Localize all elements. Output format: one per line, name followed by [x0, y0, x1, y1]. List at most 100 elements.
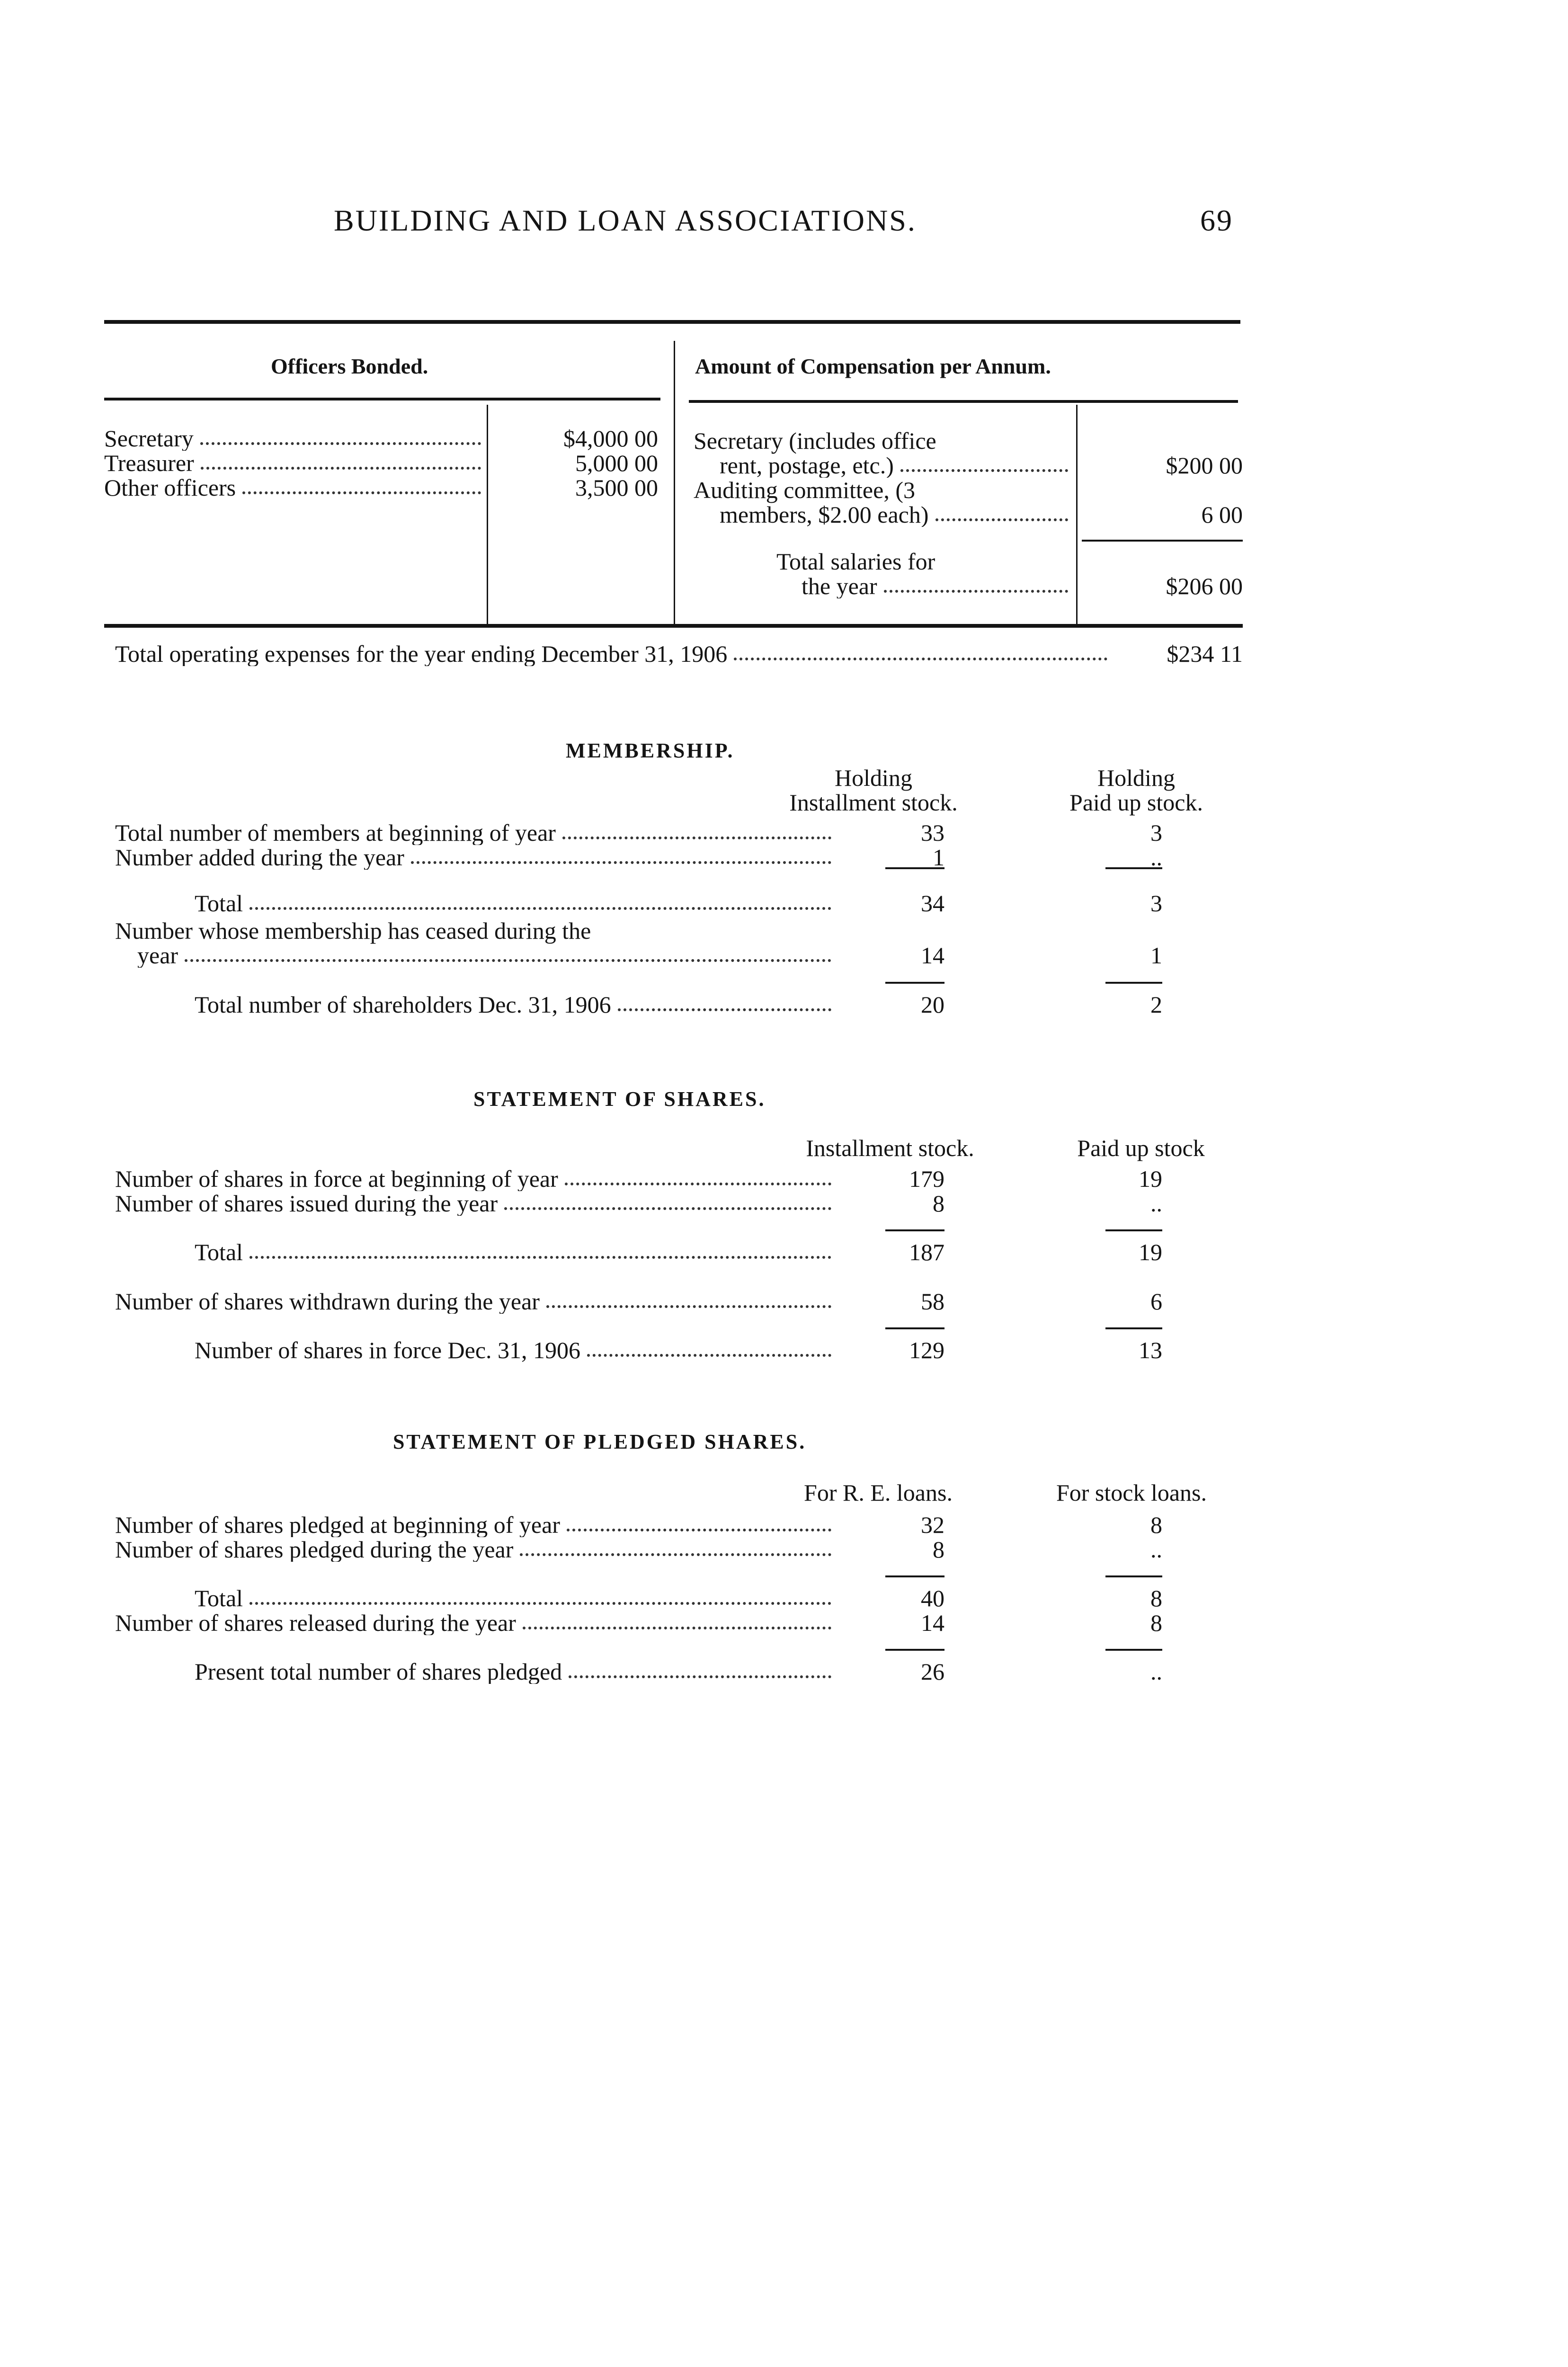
value-col1: 40	[921, 1585, 944, 1611]
row-label: Number of shares released during the yea…	[115, 1611, 516, 1635]
value-col2: 8	[1150, 1610, 1162, 1636]
value-col2: 8	[1150, 1585, 1162, 1611]
column-header: Holding	[835, 765, 912, 791]
value-col1: 20	[921, 991, 944, 1018]
row-label: Number added during the year	[115, 845, 404, 870]
value-col2: ..	[1150, 1658, 1162, 1685]
value-col1: 14	[921, 1610, 944, 1636]
row-label: Number of shares in force Dec. 31, 1906	[195, 1338, 581, 1362]
value-col1: 58	[921, 1288, 944, 1315]
table-row: Total	[195, 1586, 833, 1611]
column-header: Installment stock.	[806, 1135, 974, 1161]
row-label: Total	[195, 1586, 243, 1611]
total-salaries-line1: Total salaries for	[776, 548, 935, 575]
column-header: Paid up stock.	[1069, 789, 1203, 816]
table-row: Total	[195, 1240, 833, 1264]
compensation-secretary-line1: Secretary (includes office	[694, 427, 936, 454]
row-label: Total number of shareholders Dec. 31, 19…	[195, 992, 611, 1017]
section-title: STATEMENT OF SHARES.	[473, 1087, 766, 1111]
row-label: Total	[195, 1240, 243, 1264]
table-row: Total number of members at beginning of …	[115, 820, 833, 845]
value-col1: 26	[921, 1658, 944, 1685]
amount-divider-right	[1076, 405, 1078, 627]
table-row: Number of shares in force at beginning o…	[115, 1166, 833, 1191]
table-row: Number added during the year	[115, 845, 833, 870]
table-row: Total	[195, 891, 833, 916]
running-head: BUILDING AND LOAN ASSOCIATIONS.	[334, 204, 917, 237]
bonded-row-other: Other officers	[104, 475, 483, 500]
total-rule-col1	[885, 1327, 944, 1329]
value-col1: 187	[909, 1239, 944, 1265]
compensation-label: members, $2.00 each)	[720, 502, 929, 527]
value-col2: ..	[1150, 844, 1162, 871]
table-row: Number of shares pledged at beginning of…	[115, 1513, 833, 1537]
value-col2: 3	[1150, 819, 1162, 846]
compensation-label: rent, postage, etc.)	[720, 453, 894, 478]
header-officers-bonded: Officers Bonded.	[271, 354, 428, 378]
value-col1: 8	[933, 1536, 944, 1563]
column-header: For R. E. loans.	[804, 1479, 953, 1506]
table-top-rule	[104, 320, 1240, 324]
value-col1: 34	[921, 890, 944, 917]
total-rule-col1	[885, 1229, 944, 1231]
total-rule-col1	[885, 867, 944, 869]
value-col1: 33	[921, 819, 944, 846]
subtotal-rule	[1082, 540, 1243, 542]
row-label: Number of shares in force at beginning o…	[115, 1166, 558, 1191]
value-col1: 8	[933, 1190, 944, 1217]
column-header: Holding	[1097, 765, 1175, 791]
row-label: Number of shares pledged at beginning of…	[115, 1513, 560, 1537]
table-row: Total number of shareholders Dec. 31, 19…	[195, 992, 833, 1017]
operating-expenses-row: Total operating expenses for the year en…	[115, 641, 1109, 666]
compensation-amount: 6 00	[1201, 501, 1243, 528]
total-rule-col2	[1105, 1327, 1162, 1329]
value-col2: 8	[1150, 1512, 1162, 1538]
total-rule-col1	[885, 1649, 944, 1651]
total-rule-col2	[1105, 867, 1162, 869]
table-row: Number of shares released during the yea…	[115, 1611, 833, 1635]
table-row: Number of shares withdrawn during the ye…	[115, 1289, 833, 1314]
total-rule-col2	[1105, 1229, 1162, 1231]
column-header: Paid up stock	[1077, 1135, 1205, 1161]
value-col1: 1	[933, 844, 944, 871]
bonded-row-treasurer: Treasurer	[104, 451, 483, 475]
total-rule-col2	[1105, 1575, 1162, 1577]
row-label: Number of shares issued during the year	[115, 1191, 498, 1216]
column-divider	[674, 341, 675, 625]
compensation-auditing-line2: members, $2.00 each)	[720, 502, 1070, 527]
section-title: MEMBERSHIP.	[566, 739, 735, 762]
row-label: Number of shares withdrawn during the ye…	[115, 1289, 540, 1314]
bond-amount: 3,500 00	[575, 474, 658, 501]
value-col2: 2	[1150, 991, 1162, 1018]
amount-divider-left	[487, 405, 488, 625]
bonded-row-secretary: Secretary	[104, 426, 483, 451]
table-row: Number of shares in force Dec. 31, 1906	[195, 1338, 833, 1362]
header-rule-left	[104, 398, 660, 400]
operating-expenses-label: Total operating expenses for the year en…	[115, 641, 728, 666]
value-col2: 19	[1139, 1166, 1162, 1192]
value-col2: 13	[1139, 1337, 1162, 1363]
total-rule-col1	[885, 982, 944, 984]
header-compensation: Amount of Compensation per Annum.	[695, 354, 1051, 378]
column-header: For stock loans.	[1056, 1479, 1207, 1506]
column-header: Installment stock.	[789, 789, 958, 816]
bond-amount: $4,000 00	[563, 425, 658, 452]
row-label: Number of shares pledged during the year	[115, 1537, 514, 1562]
operating-expenses-amount: $234 11	[1167, 641, 1243, 667]
value-col1: 14	[921, 942, 944, 969]
table-row: Present total number of shares pledged	[195, 1659, 833, 1684]
compensation-auditing-line1: Auditing committee, (3	[694, 477, 915, 503]
value-col2: ..	[1150, 1190, 1162, 1217]
row-label: Total	[195, 891, 243, 916]
total-salaries-line2: the year	[802, 574, 1070, 598]
value-col2: ..	[1150, 1536, 1162, 1563]
value-col2: 1	[1150, 942, 1162, 969]
total-salaries-label: the year	[802, 574, 877, 598]
officer-label: Treasurer	[104, 451, 194, 475]
table-bottom-rule	[104, 624, 1243, 628]
total-rule-col2	[1105, 982, 1162, 984]
value-col1: 179	[909, 1166, 944, 1192]
value-col2: 6	[1150, 1288, 1162, 1315]
row-label: Total number of members at beginning of …	[115, 820, 556, 845]
table-row: Number of shares issued during the year	[115, 1191, 833, 1216]
